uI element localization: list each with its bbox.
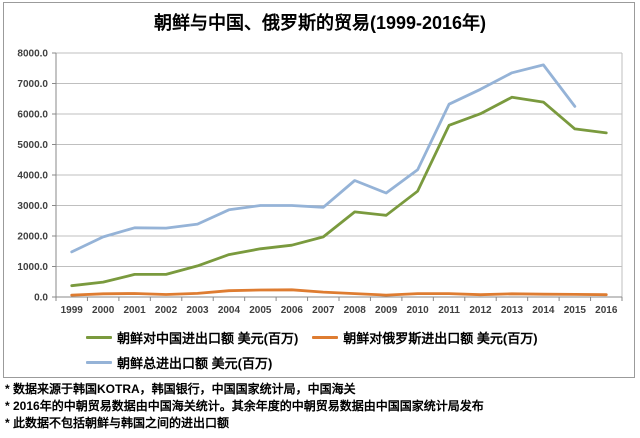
x-tick-label: 2002 <box>155 305 178 316</box>
y-tick-label: 6000.0 <box>17 110 48 121</box>
y-tick-label: 5000.0 <box>17 140 48 151</box>
series-line <box>70 288 608 297</box>
x-tick-label: 2009 <box>375 305 398 316</box>
y-tick-label: 7000.0 <box>17 79 48 90</box>
footnote-source: * 数据来源于韩国KOTRA，韩国银行，中国国家统计局，中国海关 <box>5 382 356 396</box>
x-tick-label: 2016 <box>595 305 618 316</box>
legend-label: 朝鲜对俄罗斯进出口额 美元(百万) <box>343 331 538 346</box>
legend-row-1: 朝鲜对中国进出口额 美元(百万) 朝鲜对俄罗斯进出口额 美元(百万) <box>86 328 552 347</box>
y-tick-label: 4000.0 <box>17 171 48 182</box>
x-tick-label: 2000 <box>92 305 115 316</box>
x-tick-label: 2013 <box>501 305 524 316</box>
x-tick-label: 2014 <box>532 305 555 316</box>
chart-legend: 朝鲜对中国进出口额 美元(百万) 朝鲜对俄罗斯进出口额 美元(百万) 朝鲜总进出口… <box>86 330 552 380</box>
footnote-2016-note: * 2016年的中朝贸易数据由中国海关统计。其余年度的中朝贸易数据由中国国家统计… <box>5 399 484 413</box>
x-tick-label: 2005 <box>249 305 272 316</box>
x-tick-label: 2001 <box>123 305 146 316</box>
x-tick-label: 2012 <box>469 305 492 316</box>
y-tick-label: 1000.0 <box>17 262 48 273</box>
series-line <box>70 95 608 288</box>
x-tick-label: 2006 <box>281 305 304 316</box>
line-chart-plot: 0.0 1000.0 2000.0 3000.0 4000.0 5000.0 6000.0 7… <box>17 49 623 316</box>
chart-frame <box>3 2 635 378</box>
x-tick-label: 2008 <box>344 305 367 316</box>
legend-label: 朝鲜总进出口额 美元(百万) <box>117 356 273 371</box>
x-tick-label: 2011 <box>438 305 460 316</box>
series-line <box>70 63 577 254</box>
legend-item: 朝鲜对中国进出口额 美元(百万) <box>86 328 298 347</box>
x-tick-label: 2004 <box>218 305 241 316</box>
x-tick-label: 1999 <box>61 305 84 316</box>
legend-item: 朝鲜总进出口额 美元(百万) <box>86 353 272 372</box>
legend-label: 朝鲜对中国进出口额 美元(百万) <box>117 331 299 346</box>
footnote-exclusion-note: * 此数据不包括朝鲜与韩国之间的进出口额 <box>5 416 230 430</box>
y-tick-label: 2000.0 <box>17 232 48 243</box>
footnotes: * 数据来源于韩国KOTRA，韩国银行，中国国家统计局，中国海关 * 2016年… <box>5 381 635 432</box>
chart-title: 朝鲜与中国、俄罗斯的贸易(1999-2016年) <box>153 13 487 33</box>
y-tick-label: 8000.0 <box>17 49 48 60</box>
x-tick-label: 2003 <box>186 305 209 316</box>
legend-row-2: 朝鲜总进出口额 美元(百万) <box>86 353 552 372</box>
x-tick-label: 2015 <box>564 305 587 316</box>
legend-swatch <box>86 336 112 339</box>
legend-swatch <box>312 336 339 339</box>
legend-item: 朝鲜对俄罗斯进出口额 美元(百万) <box>312 328 538 347</box>
y-tick-label: 0.0 <box>34 293 48 304</box>
x-tick-label: 2010 <box>406 305 429 316</box>
x-tick-label: 2007 <box>312 305 335 316</box>
y-tick-label: 3000.0 <box>17 201 48 212</box>
legend-swatch <box>86 361 112 364</box>
